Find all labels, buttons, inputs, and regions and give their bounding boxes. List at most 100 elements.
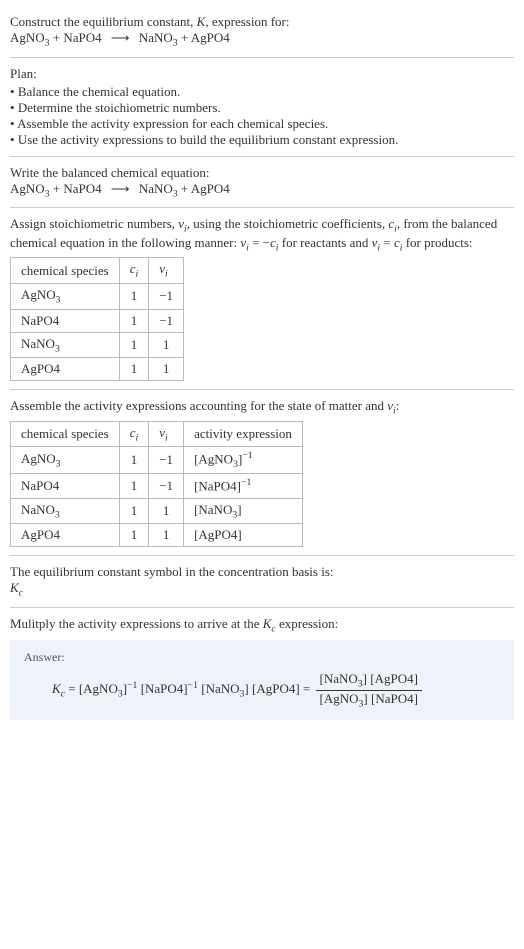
frac-den: [AgNO3] [NaPO4] [316,691,422,710]
th-activity: activity expression [184,421,303,447]
intro-section: Construct the equilibrium constant, K, e… [10,8,514,55]
activity-section: Assemble the activity expressions accoun… [10,392,514,553]
ah-post: : [396,398,400,413]
plan-item: Assemble the activity expression for eac… [10,116,514,132]
eq1-p1: NaNO [139,30,173,45]
d2: [NaPO4 [371,691,414,706]
cell-species: AgNO3 [11,283,120,309]
cell-species: AgPO4 [11,358,120,381]
st-mid1: , using the stoichiometric coefficients, [187,216,389,231]
cell-species: NaPO4 [11,309,120,332]
th-species: chemical species [11,421,120,447]
stoich-table: chemical species ci νi AgNO3 1 −1 NaPO4 … [10,257,184,381]
mul-pre: Mulitply the activity expressions to arr… [10,616,263,631]
act: [NaPO4 [194,479,237,494]
cell-c: 1 [119,309,149,332]
eq2-plus1: + [50,181,64,196]
stoich-text: Assign stoichiometric numbers, νi, using… [10,216,514,253]
act: [NaNO [194,502,232,517]
eq2-p1: NaNO [139,181,173,196]
frac-num: [NaNO3] [AgPO4] [316,671,422,691]
eq2-p2: AgPO4 [191,181,230,196]
cell-nu: 1 [149,524,184,547]
eq1-r1: AgNO [10,30,45,45]
th-c-sub: i [136,269,139,280]
th-nu-sub: i [165,432,168,443]
d2p: ] [414,691,418,706]
separator [10,57,514,58]
cell-nu: −1 [149,474,184,498]
st-eq2e: = [380,235,394,250]
plan-heading: Plan: [10,66,514,82]
table-row: AgNO3 1 −1 [11,283,184,309]
eq1-r2: NaPO4 [63,30,101,45]
plan-list: Balance the chemical equation. Determine… [10,84,514,148]
activity-heading: Assemble the activity expressions accoun… [10,398,514,417]
table-row: AgNO3 1 −1 [AgNO3]−1 [11,447,303,474]
act-post: ] [237,502,241,517]
cell-nu: −1 [149,283,184,309]
cell-c: 1 [119,498,149,524]
t1: [AgNO [79,681,118,696]
table-row: NaNO3 1 1 [NaNO3] [11,498,303,524]
balanced-heading: Write the balanced chemical equation: [10,165,514,181]
cell-c: 1 [119,358,149,381]
th-ci: ci [119,258,149,284]
table-header-row: chemical species ci νi activity expressi… [11,421,303,447]
sp: AgNO [21,451,56,466]
cell-c: 1 [119,332,149,358]
t2: [NaPO4 [141,681,184,696]
n2: [AgPO4 [370,671,413,686]
th-nui: νi [149,258,184,284]
cell-species: NaNO3 [11,498,120,524]
th-c-sub: i [136,432,139,443]
sp-sub: 3 [55,343,60,354]
d1: [AgNO [320,691,359,706]
separator [10,555,514,556]
th-nui: νi [149,421,184,447]
cell-species: NaPO4 [11,474,120,498]
eq2-plus2: + [178,181,191,196]
d1p: ] [363,691,367,706]
th-nu-sub: i [165,269,168,280]
sp-sub: 3 [55,509,60,520]
table-row: AgPO4 1 1 [AgPO4] [11,524,303,547]
cell-c: 1 [119,524,149,547]
th-species: chemical species [11,258,120,284]
fraction: [NaNO3] [AgPO4] [AgNO3] [NaPO4] [316,671,422,709]
cell-activity: [AgNO3]−1 [184,447,303,474]
ans-K: K [52,681,61,696]
kc-symbol-section: The equilibrium constant symbol in the c… [10,558,514,605]
eq1-plus2: + [178,30,191,45]
sp-sub: 3 [56,459,61,470]
ans-eq2: = [300,681,314,696]
act: [AgPO4 [194,527,237,542]
st-eq1e: = − [249,235,270,250]
cell-c: 1 [119,474,149,498]
kc-K: K [10,580,19,595]
eq1-p2: AgPO4 [191,30,230,45]
eq2-r2: NaPO4 [63,181,101,196]
separator [10,389,514,390]
answer-box: Answer: Kc = [AgNO3]−1 [NaPO4]−1 [NaNO3]… [10,640,514,719]
separator [10,156,514,157]
equation-2: AgNO3 + NaPO4 ⟶ NaNO3 + AgPO4 [10,181,514,200]
n2p: ] [414,671,418,686]
eq2-arrow: ⟶ [111,181,130,196]
plan-item: Determine the stoichiometric numbers. [10,100,514,116]
separator [10,207,514,208]
stoich-section: Assign stoichiometric numbers, νi , using… [10,210,514,387]
kc-c: c [19,588,23,599]
cell-species: NaNO3 [11,332,120,358]
t2sup: −1 [188,680,198,691]
answer-expression: Kc = [AgNO3]−1 [NaPO4]−1 [NaNO3] [AgPO4]… [52,671,500,709]
cell-species: AgPO4 [11,524,120,547]
eq1-arrow: ⟶ [111,30,130,45]
st-pre: Assign stoichiometric numbers, [10,216,178,231]
sp: NaNO [21,336,55,351]
plan-item: Balance the chemical equation. [10,84,514,100]
cell-nu: 1 [149,332,184,358]
t1sup: −1 [127,680,137,691]
activity-table: chemical species ci νi activity expressi… [10,421,303,547]
table-row: NaPO4 1 −1 [NaPO4]−1 [11,474,303,498]
